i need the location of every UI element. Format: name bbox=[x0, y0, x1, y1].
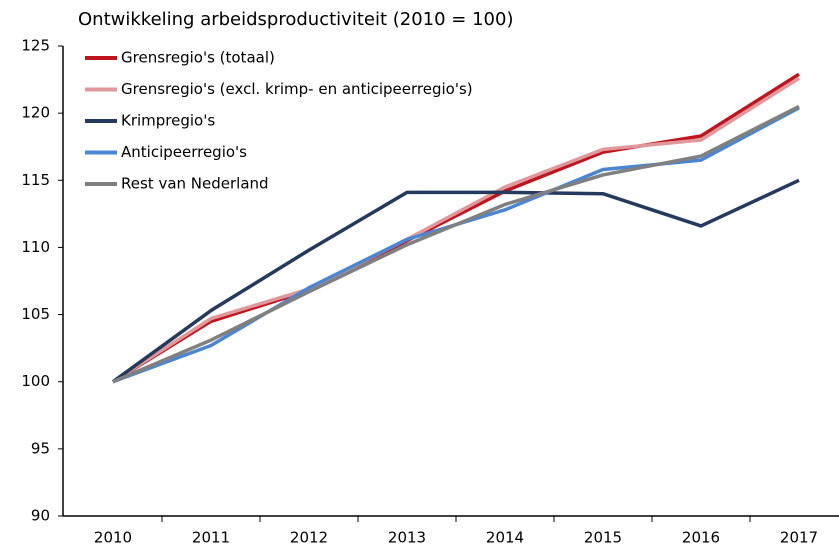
y-tick-label: 110 bbox=[21, 238, 50, 256]
x-tick-label: 2015 bbox=[584, 529, 622, 547]
legend-label: Anticipeerregio's bbox=[121, 143, 247, 161]
legend-label: Grensregio's (excl. krimp- en anticipeer… bbox=[121, 80, 473, 98]
y-tick-label: 125 bbox=[21, 37, 50, 55]
y-tick-label: 100 bbox=[21, 372, 50, 390]
series-line bbox=[111, 178, 800, 384]
y-tick-label: 120 bbox=[21, 104, 50, 122]
legend-label: Grensregio's (totaal) bbox=[121, 49, 275, 67]
series-line bbox=[112, 72, 800, 384]
y-tick-label: 95 bbox=[31, 439, 50, 457]
chart-title: Ontwikkeling arbeidsproductiviteit (2010… bbox=[78, 9, 513, 30]
y-tick-label: 105 bbox=[21, 305, 50, 323]
x-tick-label: 2014 bbox=[486, 529, 524, 547]
series-line bbox=[112, 76, 800, 384]
legend-label: Krimpregio's bbox=[121, 112, 215, 130]
x-tick-label: 2011 bbox=[192, 529, 230, 547]
x-tick-label: 2012 bbox=[290, 529, 328, 547]
y-tick-label: 90 bbox=[31, 507, 50, 525]
x-tick-label: 2013 bbox=[388, 529, 426, 547]
series-line bbox=[112, 104, 800, 384]
legend-label: Rest van Nederland bbox=[121, 175, 269, 193]
x-tick-label: 2017 bbox=[780, 529, 818, 547]
x-tick-label: 2010 bbox=[94, 529, 132, 547]
x-tick-label: 2016 bbox=[682, 529, 720, 547]
y-tick-label: 115 bbox=[21, 171, 50, 189]
